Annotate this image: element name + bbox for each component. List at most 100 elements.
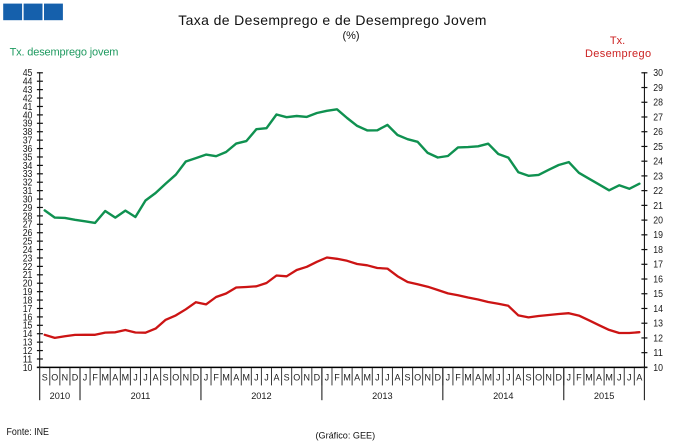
svg-text:10: 10 (23, 363, 33, 374)
svg-text:21: 21 (23, 270, 33, 281)
svg-text:J: J (325, 372, 330, 382)
svg-text:37: 37 (23, 136, 33, 147)
svg-text:J: J (567, 372, 572, 382)
svg-text:25: 25 (23, 237, 33, 248)
svg-text:O: O (293, 372, 300, 382)
svg-text:32: 32 (23, 178, 33, 189)
svg-text:A: A (233, 372, 239, 382)
svg-text:27: 27 (23, 220, 33, 231)
svg-text:18: 18 (23, 295, 33, 306)
svg-text:45: 45 (23, 68, 33, 79)
svg-text:A: A (112, 372, 118, 382)
svg-text:20: 20 (23, 279, 33, 290)
svg-text:M: M (243, 372, 251, 382)
svg-text:F: F (92, 372, 98, 382)
svg-text:O: O (172, 372, 179, 382)
svg-text:31: 31 (23, 186, 33, 197)
svg-text:D: D (72, 372, 79, 382)
svg-text:36: 36 (23, 144, 33, 155)
svg-text:N: N (545, 372, 552, 382)
svg-text:29: 29 (23, 203, 33, 214)
svg-text:12: 12 (23, 346, 33, 357)
svg-text:43: 43 (23, 85, 33, 96)
svg-text:21: 21 (653, 201, 663, 212)
svg-text:(Gráfico: GEE): (Gráfico: GEE) (316, 430, 376, 440)
svg-text:11: 11 (23, 354, 33, 365)
svg-text:26: 26 (23, 228, 33, 239)
svg-text:J: J (83, 372, 88, 382)
svg-text:(%): (%) (342, 30, 359, 42)
svg-text:O: O (414, 372, 421, 382)
svg-text:M: M (343, 372, 351, 382)
svg-text:A: A (354, 372, 360, 382)
svg-text:A: A (475, 372, 481, 382)
svg-text:35: 35 (23, 152, 33, 163)
svg-text:J: J (446, 372, 451, 382)
svg-text:2015: 2015 (594, 391, 614, 401)
svg-text:O: O (51, 372, 58, 382)
svg-text:J: J (133, 372, 138, 382)
svg-text:A: A (394, 372, 400, 382)
svg-text:J: J (254, 372, 259, 382)
svg-text:2014: 2014 (493, 391, 513, 401)
svg-text:23: 23 (23, 253, 33, 264)
svg-text:J: J (143, 372, 148, 382)
svg-text:S: S (525, 372, 531, 382)
svg-text:30: 30 (653, 68, 663, 79)
svg-text:D: D (435, 372, 442, 382)
svg-text:14: 14 (653, 304, 663, 315)
svg-text:44: 44 (23, 77, 33, 88)
svg-text:Taxa de Desemprego e de Desemp: Taxa de Desemprego e de Desemprego Jovem (178, 12, 487, 28)
svg-text:O: O (535, 372, 542, 382)
svg-text:Tx. desemprego jovem: Tx. desemprego jovem (10, 47, 119, 59)
svg-text:29: 29 (653, 83, 663, 94)
svg-text:F: F (213, 372, 219, 382)
svg-text:34: 34 (23, 161, 33, 172)
svg-text:J: J (627, 372, 632, 382)
svg-text:S: S (405, 372, 411, 382)
svg-text:S: S (42, 372, 48, 382)
svg-text:23: 23 (653, 171, 663, 182)
svg-text:16: 16 (653, 274, 663, 285)
svg-text:17: 17 (23, 304, 33, 315)
svg-text:16: 16 (23, 312, 33, 323)
svg-text:11: 11 (653, 348, 663, 359)
svg-text:A: A (153, 372, 159, 382)
svg-text:J: J (496, 372, 501, 382)
svg-text:Tx.: Tx. (610, 35, 625, 47)
svg-text:J: J (204, 372, 209, 382)
svg-text:J: J (264, 372, 269, 382)
svg-text:N: N (424, 372, 431, 382)
svg-text:41: 41 (23, 102, 33, 113)
svg-text:2011: 2011 (131, 391, 151, 401)
svg-text:M: M (585, 372, 593, 382)
svg-text:J: J (375, 372, 380, 382)
svg-text:M: M (364, 372, 372, 382)
svg-text:26: 26 (653, 127, 663, 138)
svg-text:M: M (484, 372, 492, 382)
svg-text:27: 27 (653, 112, 663, 123)
svg-text:J: J (617, 372, 622, 382)
svg-text:28: 28 (653, 98, 663, 109)
svg-text:25: 25 (653, 142, 663, 153)
svg-text:N: N (62, 372, 69, 382)
svg-text:33: 33 (23, 169, 33, 180)
svg-text:F: F (576, 372, 582, 382)
svg-text:40: 40 (23, 110, 33, 121)
svg-text:M: M (101, 372, 109, 382)
svg-text:13: 13 (653, 319, 663, 330)
svg-text:S: S (163, 372, 169, 382)
svg-text:15: 15 (653, 289, 663, 300)
svg-text:D: D (555, 372, 562, 382)
svg-text:24: 24 (653, 157, 663, 168)
svg-text:22: 22 (23, 262, 33, 273)
svg-text:J: J (385, 372, 390, 382)
svg-text:22: 22 (653, 186, 663, 197)
svg-text:F: F (334, 372, 340, 382)
svg-text:S: S (284, 372, 290, 382)
svg-text:J: J (506, 372, 511, 382)
svg-text:30: 30 (23, 194, 33, 205)
svg-text:D: D (314, 372, 321, 382)
svg-text:M: M (605, 372, 613, 382)
svg-text:13: 13 (23, 338, 33, 349)
